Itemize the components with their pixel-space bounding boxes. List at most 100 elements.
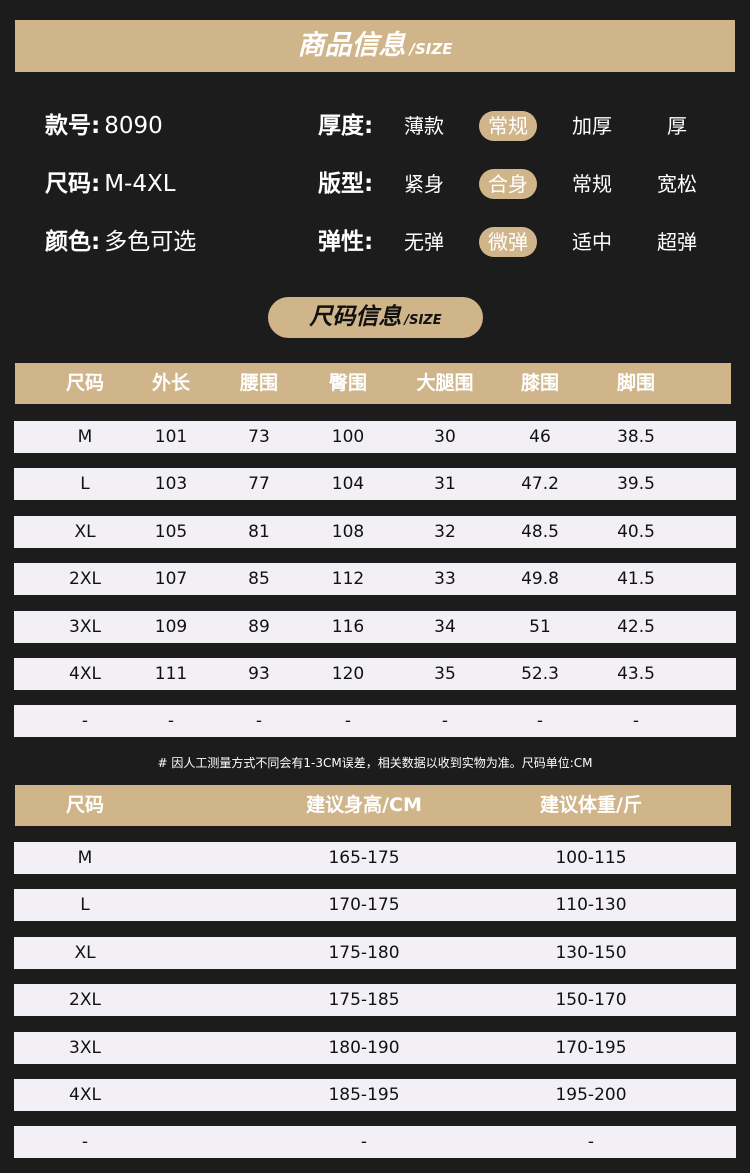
table-cell: 40.5	[617, 521, 655, 542]
table-cell: 170-195	[555, 1037, 627, 1058]
info-item: 尺码: M-4XL	[45, 169, 176, 199]
pill-main: 尺码信息	[309, 304, 402, 330]
attribute-option: 常规	[572, 172, 612, 196]
table-cell: L	[80, 474, 90, 495]
table-cell: -	[632, 711, 640, 732]
table-cell: 2XL	[69, 569, 101, 590]
table-row: L 170-175 110-130	[14, 889, 736, 922]
table-cell: 103	[154, 474, 188, 495]
attribute-option: 微弹	[479, 227, 537, 257]
table-cell: XL	[74, 942, 96, 963]
table-row: XL 105 81 108 32 48.5 40.5	[14, 515, 736, 548]
header-cell: 建议体重/斤	[540, 794, 642, 816]
attribute-option: 宽松	[657, 172, 697, 196]
table-cell: 165-175	[328, 848, 400, 868]
table-cell: 47.2	[521, 474, 559, 495]
table-cell: 170-175	[328, 895, 400, 916]
table-cell: 120	[331, 664, 365, 684]
table-cell: L	[80, 895, 90, 916]
attribute-label: 弹性:	[318, 227, 373, 257]
table-cell: 39.5	[617, 474, 655, 495]
title-banner: 商品信息/SIZE	[15, 20, 735, 72]
table-cell: 104	[331, 474, 365, 495]
table-cell: 109	[154, 616, 188, 637]
attribute-option: 无弹	[404, 230, 444, 254]
attribute-label-text: 弹性:	[318, 229, 374, 255]
table-cell: 3XL	[69, 1037, 101, 1058]
table-header: 尺码 建议身高/CM 建议体重/斤	[15, 785, 731, 826]
table-cell: 41.5	[617, 569, 655, 590]
info-item: 款号: 8090	[45, 111, 163, 141]
table-cell: 33	[434, 569, 456, 590]
attribute-label-text: 版型:	[318, 171, 374, 197]
table-cell: 111	[154, 664, 188, 684]
table-cell: 195-200	[555, 1085, 627, 1105]
table-cell: 185-195	[328, 1085, 400, 1105]
table-cell: 108	[331, 521, 365, 542]
table-cell: 100	[331, 427, 365, 447]
table-cell: 175-185	[328, 990, 400, 1011]
table-cell: 4XL	[69, 664, 101, 684]
table-cell: 35	[434, 664, 456, 684]
table-cell: 31	[434, 474, 456, 495]
table-cell: 89	[248, 616, 270, 637]
table-cell: 43.5	[617, 664, 655, 684]
table-row: 4XL 111 93 120 35 52.3 43.5	[14, 658, 736, 690]
table-row: 4XL 185-195 195-200	[14, 1079, 736, 1111]
table-row: M 101 73 100 30 46 38.5	[14, 421, 736, 453]
header-cell: 建议身高/CM	[306, 794, 422, 816]
table-cell: M	[77, 427, 93, 447]
header-cell: 尺码	[65, 794, 105, 816]
pill-sub: /SIZE	[404, 313, 442, 328]
header-cell: 臀围	[328, 372, 368, 394]
attribute-option: 合身	[479, 169, 537, 199]
table-cell: -	[255, 711, 263, 732]
table-cell: 42.5	[617, 616, 655, 637]
header-cell: 外长	[151, 372, 191, 394]
table-row: M 165-175 100-115	[14, 842, 736, 874]
info-label: 尺码:	[45, 171, 101, 197]
table-cell: 150-170	[555, 990, 627, 1011]
attribute-label: 版型:	[318, 169, 373, 199]
attribute-option: 紧身	[404, 172, 444, 196]
table-cell: -	[81, 711, 89, 732]
table-cell: 130-150	[555, 942, 627, 963]
table-cell: M	[77, 848, 93, 868]
table-cell: 51	[529, 616, 551, 637]
table-cell: 100-115	[555, 848, 627, 868]
table-header: 尺码 外长 腰围 臀围 大腿围 膝围 脚围	[15, 363, 731, 404]
attribute-option: 薄款	[404, 114, 444, 138]
size-info-pill: 尺码信息/SIZE	[268, 297, 483, 338]
info-label: 款号:	[45, 113, 101, 139]
table-cell: 49.8	[521, 569, 559, 590]
header-cell: 膝围	[520, 372, 560, 394]
table-cell: 46	[529, 427, 551, 447]
table-cell: 175-180	[328, 942, 400, 963]
info-value: 多色可选	[104, 229, 197, 255]
table-cell: 73	[248, 427, 270, 447]
info-value: M-4XL	[104, 171, 176, 197]
info-item: 颜色: 多色可选	[45, 227, 196, 257]
table-cell: 116	[331, 616, 365, 637]
table-cell: 32	[434, 521, 456, 542]
table-cell: -	[81, 1132, 89, 1153]
table-cell: XL	[74, 521, 96, 542]
table-cell: 107	[154, 569, 188, 590]
table-cell: 105	[154, 521, 188, 542]
table-cell: 34	[434, 616, 456, 637]
table-cell: 93	[248, 664, 270, 684]
table-cell: 101	[154, 427, 188, 447]
attribute-option: 超弹	[657, 230, 697, 254]
measurement-note: # 因人工测量方式不同会有1-3CM误差，相关数据以收到实物为准。尺码单位:CM	[157, 756, 593, 770]
header-cell: 腰围	[239, 372, 279, 394]
table-cell: 81	[248, 521, 270, 542]
table-row: XL 175-180 130-150	[14, 936, 736, 969]
attribute-label-text: 厚度:	[318, 113, 374, 139]
title-main: 商品信息	[297, 30, 406, 61]
table-cell: -	[587, 1132, 595, 1153]
table-cell: -	[536, 711, 544, 732]
attribute-option: 加厚	[572, 114, 612, 138]
header-cell: 尺码	[65, 372, 105, 394]
table-cell: 38.5	[617, 427, 655, 447]
table-cell: 48.5	[521, 521, 559, 542]
